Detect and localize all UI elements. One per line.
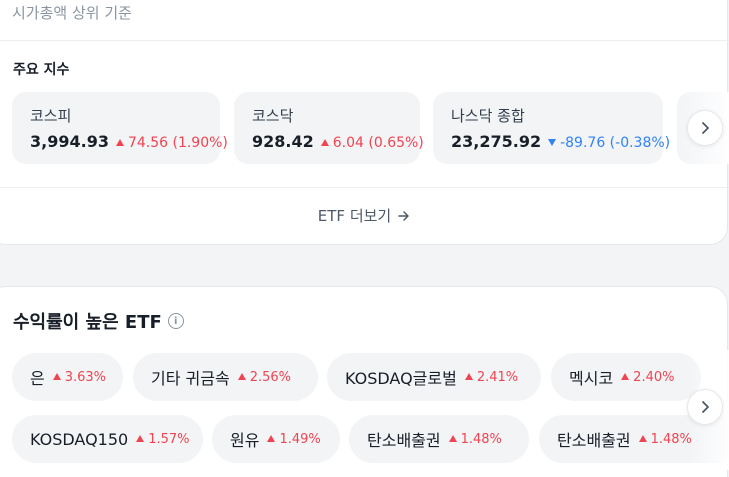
indices-section-title: 주요 지수 [13,62,70,78]
chip-pct: 2.40% [621,370,674,385]
up-triangle-icon [267,434,276,442]
up-triangle-icon [638,434,647,442]
etf-chip[interactable]: 기타 귀금속 2.56% [133,353,318,401]
index-change: 6.04 (0.65%) [320,135,424,151]
index-card-nasdaq[interactable]: 나스닥 종합 23,275.92 -89.76 (-0.38%) [433,92,670,164]
divider [0,187,729,188]
up-triangle-icon [115,139,124,146]
index-name: 나스닥 종합 [451,107,525,125]
up-triangle-icon [320,139,329,146]
etf-chip[interactable]: 원유 1.49% [212,415,340,463]
chip-name: 기타 귀금속 [151,369,230,388]
section-title-text: 수익률이 높은 ETF [13,312,162,333]
index-card-kosdaq[interactable]: 코스닥 928.42 6.04 (0.65%) [234,92,424,164]
etf-chip[interactable]: 은 3.63% [12,353,123,401]
arrow-right-icon [398,210,409,221]
index-value: 928.42 [252,132,314,151]
up-triangle-icon [448,434,457,442]
chip-name: KOSDAQ글로벌 [345,369,457,388]
chip-pct: 3.63% [52,370,106,385]
chip-pct: 1.48% [448,432,502,447]
etf-more-link[interactable]: ETF 더보기 [0,205,729,226]
ranking-basis-caption: 시가총액 상위 기준 [12,4,132,22]
up-triangle-icon [621,372,630,380]
info-icon[interactable]: i [167,313,184,329]
etf-chip[interactable]: KOSDAQ150 1.57% [12,415,203,463]
high-return-etf-title: 수익률이 높은 ETF i [13,308,184,334]
index-card-kospi[interactable]: 코스피 3,994.93 74.56 (1.90%) [12,92,228,164]
up-triangle-icon [237,372,246,380]
down-triangle-icon [548,139,557,146]
chip-name: 원유 [230,431,260,450]
etf-more-label: ETF 더보기 [317,207,392,225]
chip-pct: 2.56% [237,370,291,385]
etf-chip[interactable]: 멕시코 2.40% [551,353,701,401]
index-name: 코스피 [30,107,72,125]
chip-pct: 1.48% [638,432,692,447]
up-triangle-icon [136,434,145,442]
chip-name: 탄소배출권 [367,431,441,450]
chip-pct: 1.49% [267,432,321,447]
chip-name: 은 [30,369,45,388]
chip-pct: 1.57% [136,432,190,447]
chip-name: 멕시코 [569,369,614,388]
index-name: 코스닥 [252,107,294,125]
index-change: -89.76 (-0.38%) [548,135,670,151]
divider [0,40,729,41]
etf-chip[interactable]: KOSDAQ글로벌 2.41% [327,353,541,401]
chip-name: KOSDAQ150 [30,429,129,449]
etf-chip[interactable]: 탄소배출권 1.48% [349,415,529,463]
index-value: 23,275.92 [451,132,542,151]
chip-name: 탄소배출권 [557,431,631,450]
chevron-right-icon [702,401,709,413]
indices-next-button[interactable] [687,110,723,146]
index-change: 74.56 (1.90%) [115,135,228,151]
up-triangle-icon [52,372,61,380]
chevron-right-icon [702,122,709,134]
chip-pct: 2.41% [464,370,518,385]
index-value: 3,994.93 [30,132,109,151]
up-triangle-icon [464,372,473,380]
etf-chips-next-button[interactable] [687,389,723,425]
